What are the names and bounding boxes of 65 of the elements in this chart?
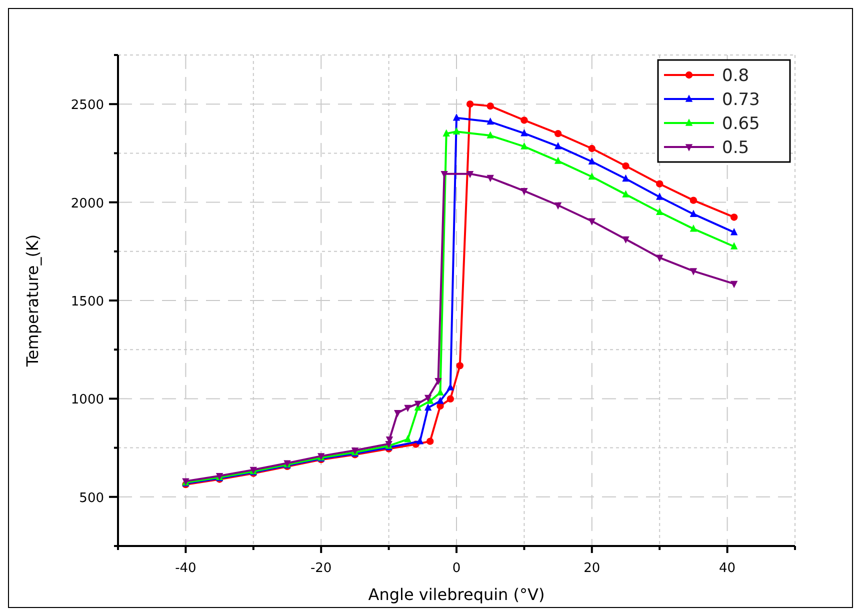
point [554,142,562,150]
point [588,172,596,180]
legend-label: 0.65 [722,114,760,134]
point [394,410,402,418]
point [622,162,630,170]
point [424,394,432,402]
point [486,174,494,182]
y-axis-title: Temperature_(K) [23,234,42,368]
point [466,170,474,178]
y-tick-label: 2000 [70,196,104,212]
point [486,131,494,138]
point [520,142,528,150]
point [690,210,698,217]
point [416,437,424,444]
point [554,202,562,210]
point [656,208,664,215]
y-tick-label: 1000 [70,392,104,408]
x-tick-label: 0 [452,561,461,576]
x-tick-label: 40 [719,561,736,576]
legend-label: 0.8 [722,66,750,86]
point [690,268,698,276]
y-tick-label: 500 [79,490,104,506]
point [690,224,698,232]
point [446,395,454,402]
point [520,188,528,196]
point [622,236,630,244]
legend-label: 0.73 [722,90,760,110]
x-axis-title: Angle vilebrequin (°V) [368,585,545,604]
point [456,362,464,370]
point [436,396,444,404]
point [656,192,664,200]
point [486,102,494,110]
point [656,254,664,262]
point [588,157,596,165]
point [452,127,460,134]
x-tick-label: 20 [584,561,600,576]
point [730,242,738,250]
point [656,180,664,188]
point [520,116,528,124]
point [404,404,412,412]
point [442,129,450,136]
x-tick-label: -40 [175,561,196,576]
point [414,400,422,408]
point [426,438,434,445]
point [520,129,528,136]
point [554,156,562,164]
point [466,100,474,108]
legend-label: 0.5 [722,138,750,158]
y-tick-label: 2500 [70,98,104,114]
point [730,228,738,236]
x-tick-label: -20 [310,561,332,576]
point [690,196,698,204]
point [588,218,596,226]
point [486,117,494,125]
y-tick-label: 1500 [70,294,104,310]
point [424,403,432,411]
point [622,190,630,198]
point [404,435,412,442]
point [434,378,442,386]
point [588,144,596,152]
point [622,174,630,182]
point [730,214,738,221]
point [452,114,460,121]
point [730,280,738,288]
point [554,130,562,138]
